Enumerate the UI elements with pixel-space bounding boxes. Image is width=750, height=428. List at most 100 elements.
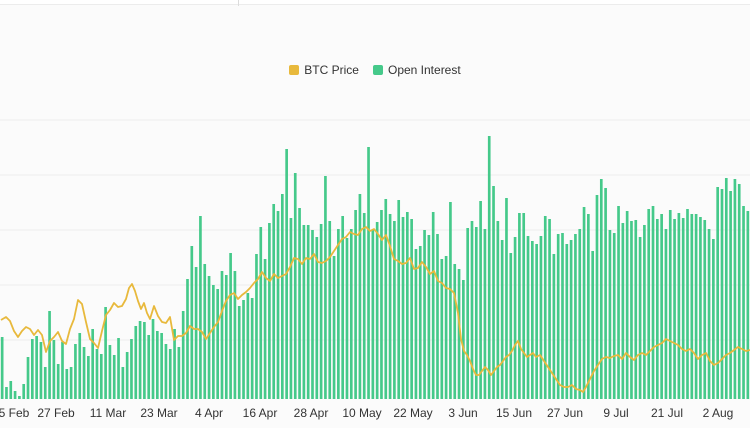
- open-interest-bar: [143, 322, 146, 399]
- open-interest-bar: [462, 280, 465, 399]
- open-interest-bar: [280, 194, 284, 399]
- open-interest-bar: [250, 298, 254, 399]
- open-interest-bar: [147, 335, 151, 399]
- open-interest-bar: [186, 279, 189, 399]
- open-interest-bar: [720, 189, 724, 399]
- open-interest-bar: [306, 225, 310, 399]
- open-interest-bar: [746, 211, 750, 399]
- open-interest-bar: [69, 367, 73, 399]
- chart-legend: BTC Price Open Interest: [0, 63, 750, 77]
- top-toolbar-strip: [0, 0, 750, 5]
- open-interest-bar: [543, 216, 547, 399]
- open-interest-bar: [255, 254, 258, 399]
- btc-price-line: [0, 226, 750, 393]
- x-tick-label: 11 Mar: [90, 406, 126, 420]
- open-interest-bar: [453, 264, 457, 399]
- open-interest-bar: [190, 246, 194, 399]
- open-interest-bar: [617, 206, 620, 399]
- open-interest-bar: [134, 326, 138, 399]
- open-interest-bar: [199, 216, 202, 399]
- open-interest-bar: [328, 221, 332, 399]
- open-interest-bar: [35, 336, 38, 399]
- open-interest-bar: [233, 271, 237, 399]
- legend-item-open-interest[interactable]: Open Interest: [372, 63, 461, 77]
- open-interest-bar: [599, 179, 603, 399]
- open-interest-bar: [332, 256, 336, 399]
- open-interest-bar: [699, 217, 702, 399]
- open-interest-bar: [237, 306, 241, 399]
- open-interest-bar: [712, 239, 715, 399]
- x-tick-label: 2 Aug: [703, 406, 734, 420]
- open-interest-bar: [591, 251, 595, 399]
- open-interest-bar: [30, 339, 34, 399]
- legend-label-btc-price: BTC Price: [304, 63, 359, 77]
- x-tick-label: 4 Apr: [195, 406, 223, 420]
- open-interest-bar: [18, 396, 21, 399]
- open-interest-bar: [479, 201, 482, 399]
- open-interest-bar: [694, 214, 698, 399]
- open-interest-bar: [393, 221, 396, 399]
- open-interest-bar: [151, 319, 155, 399]
- open-interest-bar: [405, 212, 409, 399]
- open-interest-bar: [65, 369, 69, 399]
- open-interest-bar: [138, 321, 142, 399]
- open-interest-bar: [677, 213, 681, 399]
- open-interest-bar: [634, 220, 638, 399]
- open-interest-bar: [655, 219, 659, 399]
- open-interest-bar: [595, 195, 599, 399]
- open-interest-bar: [212, 285, 215, 399]
- open-interest-bar: [229, 253, 232, 399]
- open-interest-bar: [578, 229, 582, 399]
- open-interest-bar: [22, 384, 26, 399]
- x-tick-label: 10 May: [342, 406, 381, 420]
- open-interest-bar: [474, 227, 478, 399]
- open-interest-bar: [444, 256, 448, 399]
- open-interest-bar: [703, 220, 707, 399]
- open-interest-bar: [99, 354, 103, 399]
- open-interest-bar: [509, 253, 513, 399]
- open-interest-bar: [263, 259, 267, 399]
- open-interest-bar: [604, 188, 607, 399]
- open-interest-bar: [52, 340, 56, 399]
- open-interest-bar: [582, 207, 586, 399]
- open-interest-bar: [276, 211, 280, 399]
- open-interest-bar: [492, 186, 495, 399]
- open-interest-bar: [548, 219, 551, 399]
- open-interest-bar: [298, 208, 301, 399]
- open-interest-bar: [397, 200, 401, 399]
- open-interest-bar: [673, 219, 676, 399]
- open-interest-bar: [39, 342, 43, 399]
- open-interest-bar: [681, 218, 685, 399]
- open-interest-bar: [449, 202, 452, 399]
- open-interest-bar: [311, 230, 314, 399]
- open-interest-bar: [518, 213, 521, 399]
- x-tick-label: 27 Feb: [37, 406, 75, 420]
- open-interest-bar: [91, 329, 95, 399]
- open-interest-bar: [117, 338, 120, 399]
- open-interest-bar: [621, 223, 625, 399]
- open-interest-bar: [168, 349, 172, 399]
- open-interest-bar: [358, 194, 362, 399]
- open-interest-bar: [177, 347, 181, 399]
- open-interest-bar: [561, 233, 564, 399]
- open-interest-bar: [95, 349, 99, 399]
- legend-item-btc-price[interactable]: BTC Price: [289, 63, 359, 77]
- open-interest-bar: [216, 289, 220, 399]
- open-interest-bar: [565, 244, 569, 399]
- open-interest-bar: [130, 339, 133, 399]
- open-interest-bar: [293, 173, 297, 399]
- open-interest-bar: [259, 227, 263, 399]
- open-interest-bar: [108, 345, 112, 399]
- open-interest-bar: [43, 367, 47, 399]
- open-interest-bar: [660, 214, 663, 399]
- open-interest-bar: [61, 342, 64, 399]
- open-interest-bar: [337, 229, 340, 399]
- open-interest-bar: [384, 199, 388, 399]
- open-interest-bar: [496, 221, 500, 399]
- open-interest-bar: [535, 244, 538, 399]
- open-interest-bar: [500, 240, 504, 399]
- open-interest-bar: [87, 356, 90, 399]
- open-interest-bar: [160, 333, 163, 399]
- x-tick-label: 28 Apr: [294, 406, 329, 420]
